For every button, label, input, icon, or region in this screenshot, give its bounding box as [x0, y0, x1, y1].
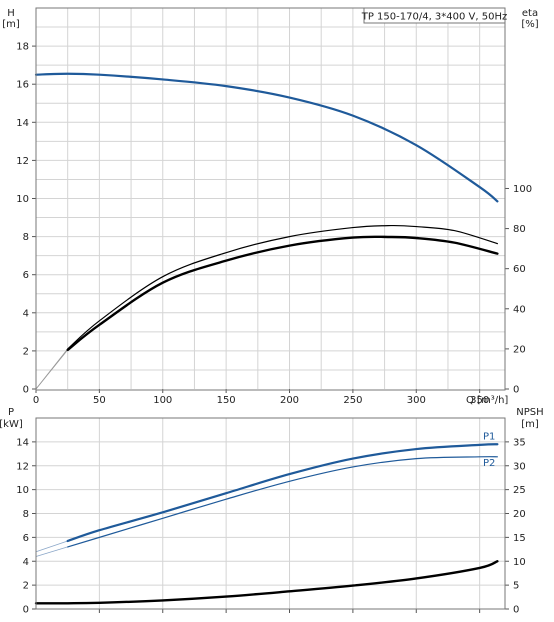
eta-thick-curve	[66, 235, 499, 352]
head-tick-label: 16	[16, 80, 29, 91]
npsh-tick-label: 5	[513, 581, 519, 592]
title-box: TP 150-170/4, 3*400 V, 50Hz	[361, 7, 508, 24]
head-tick-label: 18	[16, 42, 29, 53]
power-tick-label: 10	[16, 485, 29, 496]
head-axis-unit: [m]	[2, 19, 20, 30]
head-tick-label: 6	[23, 270, 29, 281]
power-tick-label: 0	[23, 605, 29, 616]
npsh-tick-label: 25	[513, 485, 526, 496]
power-plot-frame	[35, 417, 506, 610]
head-tick-label: 14	[16, 118, 29, 129]
efficiency-tick-label: 100	[513, 184, 532, 195]
power-tick-label: 12	[16, 461, 29, 472]
p1-extension	[35, 540, 68, 553]
flow-tick-label: 100	[153, 395, 172, 406]
head-efficiency-panel: 0 50 100 150 200 250 300 350 0 2 4 6 8 10 12 14 16 18 0 20 4…	[2, 7, 539, 406]
flow-tick-label: 0	[33, 395, 39, 406]
npsh-tick-label: 35	[513, 437, 526, 448]
head-tick-label: 0	[23, 385, 29, 396]
chart-title: TP 150-170/4, 3*400 V, 50Hz	[361, 12, 508, 23]
npsh-tick-label: 30	[513, 461, 526, 472]
head-grid	[36, 8, 505, 389]
head-ticks: 0 50 100 150 200 250 300 350 0 2 4 6 8 10 12 14 16 18 0 20 4…	[16, 42, 532, 406]
npsh-curve	[34, 560, 499, 605]
head-plot-frame	[35, 7, 506, 391]
head-tick-label: 12	[16, 156, 29, 167]
head-tick-label: 2	[23, 346, 29, 357]
power-tick-label: 4	[23, 557, 29, 568]
p1-curve	[66, 443, 499, 543]
p2-curve	[67, 456, 498, 548]
power-tick-label: 6	[23, 533, 29, 544]
flow-tick-label: 300	[407, 395, 426, 406]
title-box-frame	[363, 7, 506, 24]
power-grid	[36, 418, 505, 609]
p1-series-label: P1	[483, 431, 495, 442]
head-tick-label: 8	[23, 232, 29, 243]
head-tick-label: 4	[23, 308, 29, 319]
flow-tick-label: 150	[217, 395, 236, 406]
flow-axis-label: Q [m³/h]	[466, 395, 508, 406]
flow-tick-label: 200	[280, 395, 299, 406]
p2-extension	[35, 546, 68, 557]
power-tick-label: 2	[23, 581, 29, 592]
efficiency-tick-label: 80	[513, 224, 526, 235]
npsh-tick-label: 15	[513, 533, 526, 544]
power-ticks: 0 2 4 6 8 10 12 14 0 5 10 15 20 25 30 35	[16, 437, 525, 615]
efficiency-axis-label: eta	[522, 8, 538, 19]
power-tick-label: 14	[16, 437, 29, 448]
npsh-tick-label: 0	[513, 605, 519, 616]
head-efficiency-series	[34, 72, 499, 390]
npsh-axis-label: NPSH	[516, 407, 543, 418]
efficiency-tick-label: 20	[513, 344, 526, 355]
eta-thin-curve	[67, 224, 498, 350]
power-npsh-panel: P1 P2 0 2 4 6 8 10 12 14 0 5 10 15 20 25 30 35 P [kW] NP…	[0, 407, 544, 616]
head-curve	[34, 72, 499, 203]
head-tick-label: 10	[16, 194, 29, 205]
efficiency-axis-unit: [%]	[521, 19, 538, 30]
efficiency-tick-label: 40	[513, 304, 526, 315]
p2-series-label: P2	[483, 458, 495, 469]
efficiency-tick-label: 60	[513, 264, 526, 275]
power-axis-unit: [kW]	[0, 419, 23, 430]
eta-thick-origin-extension	[35, 349, 68, 390]
power-axis-label: P	[8, 407, 14, 418]
npsh-tick-label: 10	[513, 557, 526, 568]
power-tick-label: 8	[23, 509, 29, 520]
efficiency-tick-label: 0	[513, 385, 519, 396]
flow-tick-label: 350	[470, 395, 489, 406]
npsh-tick-label: 20	[513, 509, 526, 520]
flow-tick-label: 50	[93, 395, 106, 406]
npsh-axis-unit: [m]	[521, 419, 539, 430]
power-npsh-series: P1 P2	[34, 431, 499, 605]
head-axis-label: H	[7, 8, 15, 19]
flow-tick-label: 250	[343, 395, 362, 406]
